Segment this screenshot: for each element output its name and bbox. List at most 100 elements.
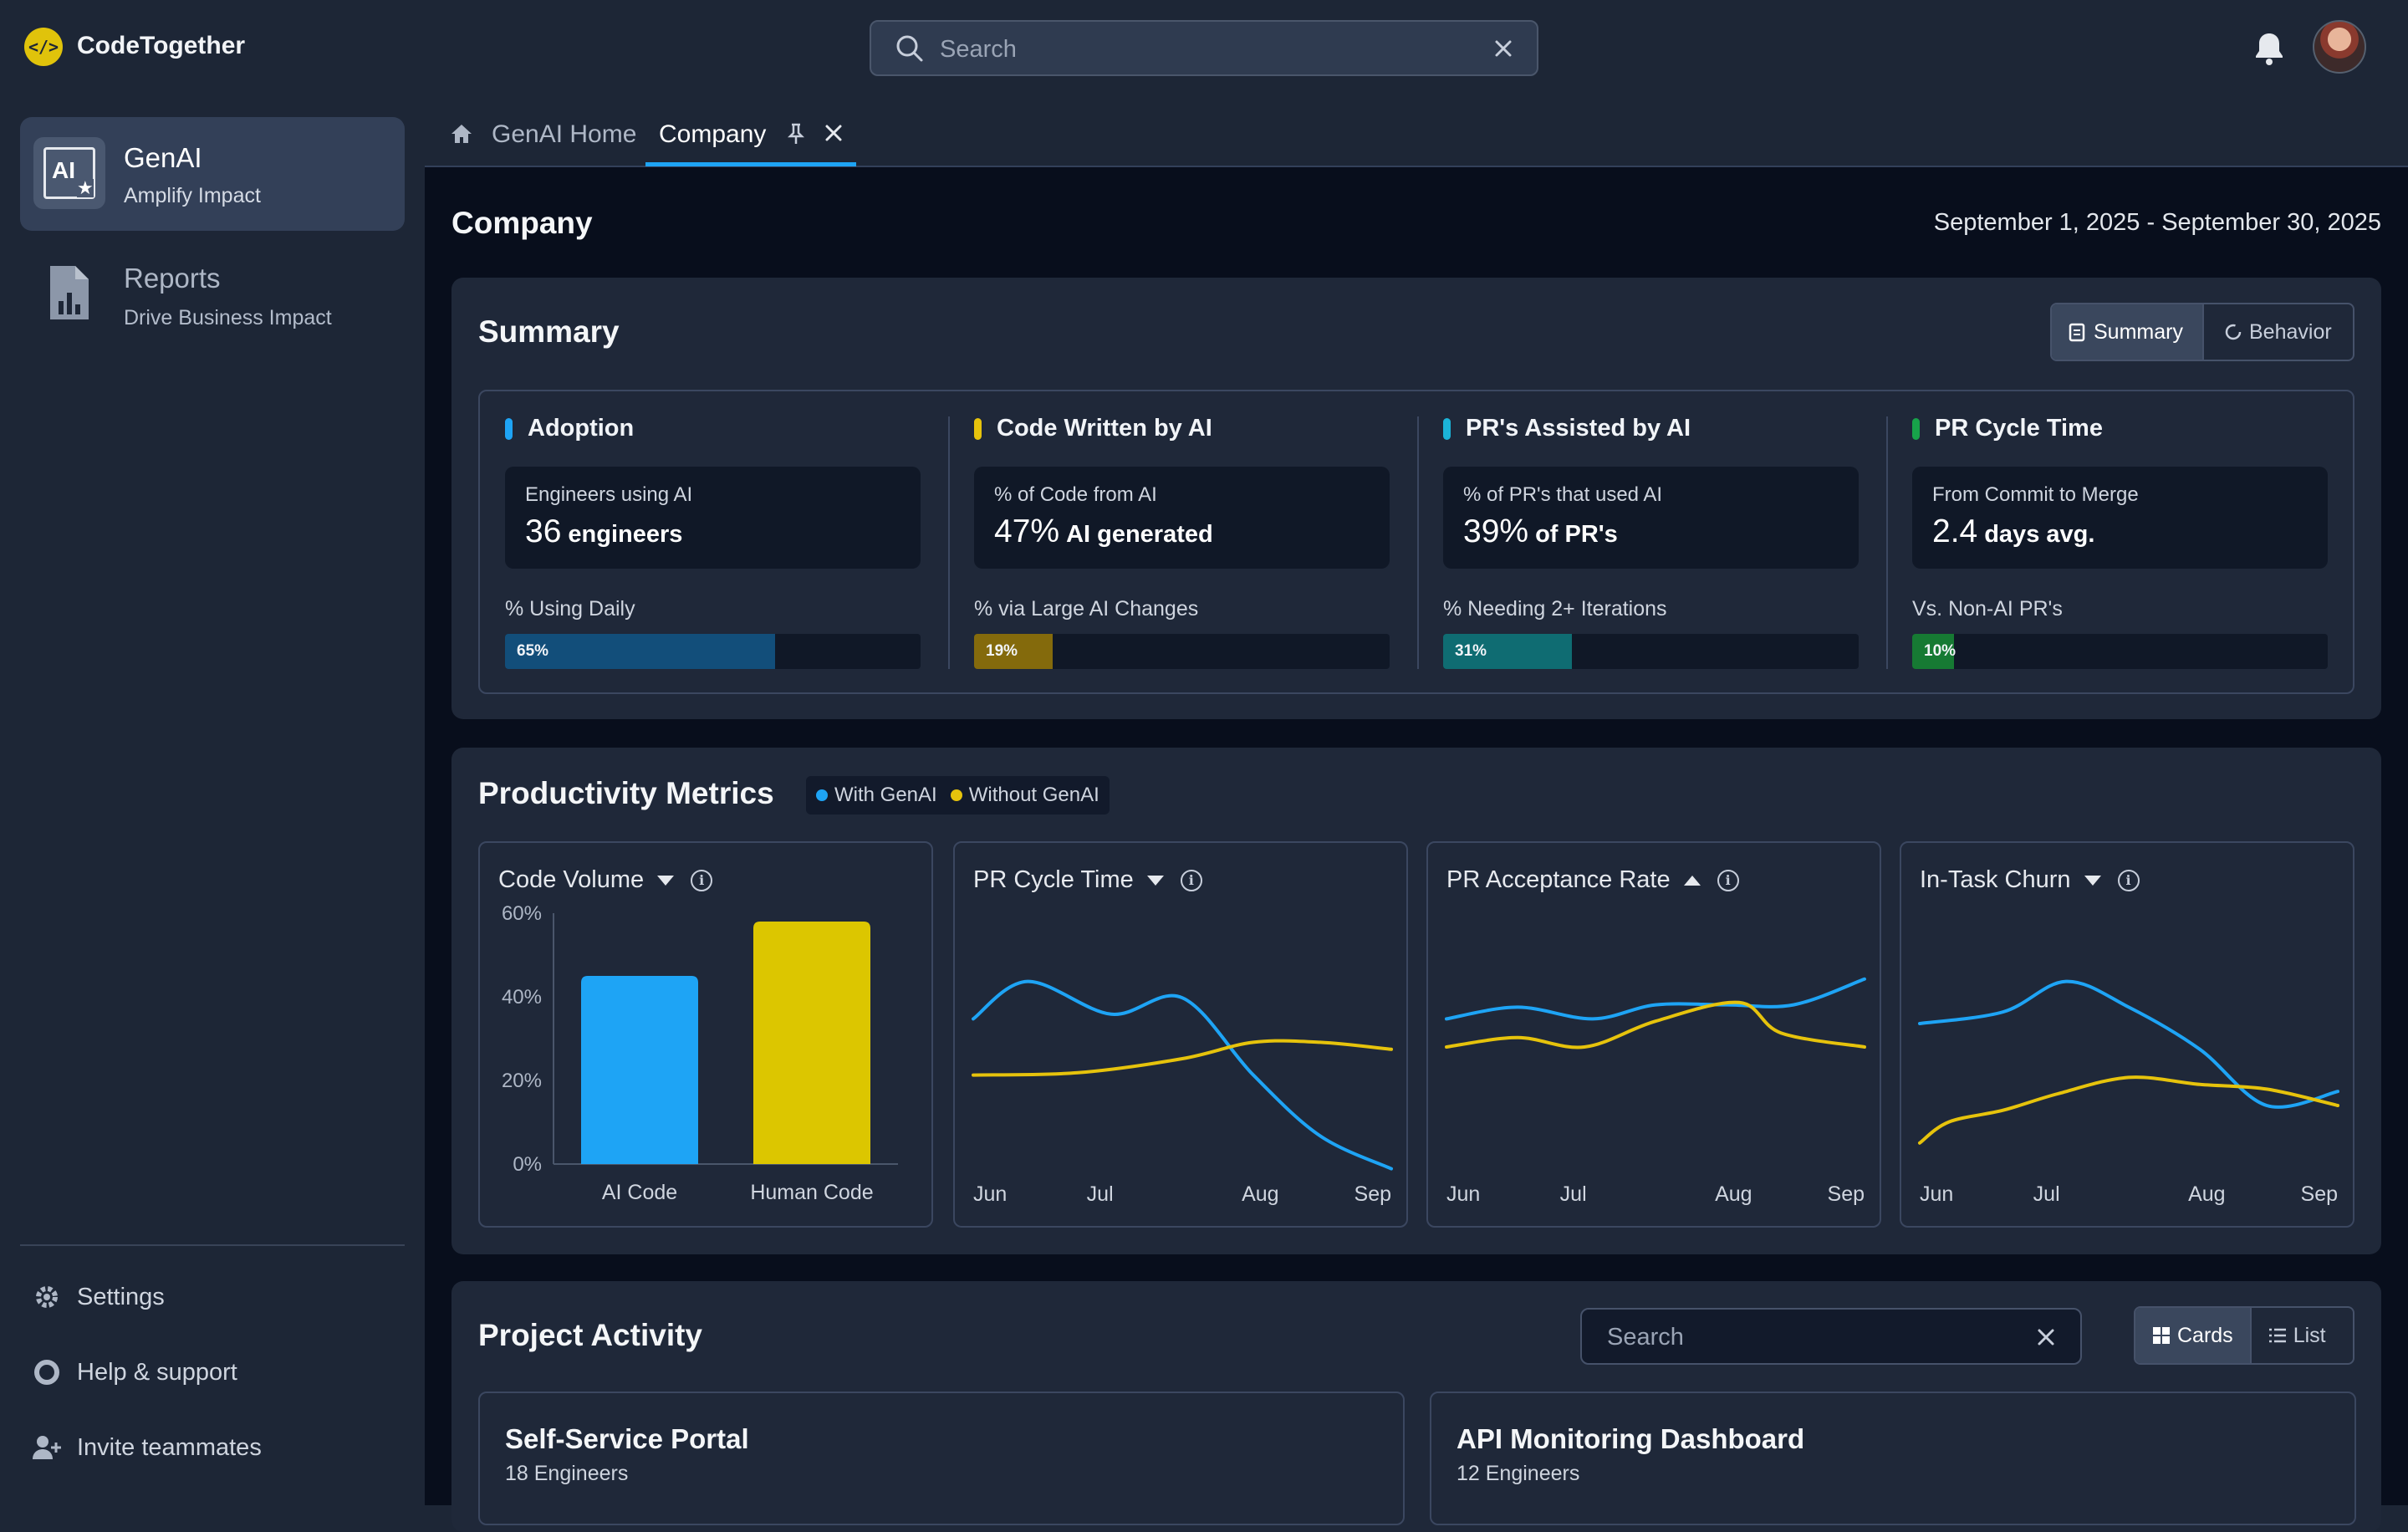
app-logo-icon: </>	[24, 28, 63, 66]
list-view-button[interactable]: List	[2252, 1308, 2343, 1363]
kpi-sub-label: % via Large AI Changes	[974, 597, 1199, 620]
kpi-progress-fill	[1912, 634, 1954, 669]
kpi-value-number: 36	[525, 513, 562, 549]
kpi-value-number: 47%	[994, 513, 1060, 549]
kpi-progress-label: 10%	[1924, 642, 1956, 660]
kpi-progress-bar: 10%	[1912, 634, 2328, 669]
series-line	[1918, 1075, 2339, 1145]
sidebar-item-help[interactable]: Help & support	[30, 1356, 237, 1389]
kpi-column: Code Written by AI % of Code from AI 47% AI…	[949, 391, 1418, 692]
kpi-title-text: PR Cycle Time	[1935, 415, 2103, 442]
chart-card: Jun Jul Aug Sep PR Cycle Time i	[953, 841, 1408, 1228]
kpi-value-number: 39%	[1463, 513, 1529, 549]
close-tab-icon[interactable]	[824, 124, 843, 142]
clear-search-icon[interactable]	[2037, 1328, 2055, 1346]
cards-view-button[interactable]: Cards	[2135, 1308, 2252, 1363]
x-tick-label: Jul	[1560, 1182, 1587, 1206]
kpi-color-marker	[974, 417, 982, 440]
chart-svg: Jun Jul Aug Sep	[1918, 979, 2339, 1206]
kpi-progress-fill	[974, 634, 1054, 669]
kpi-column: Adoption Engineers using AI 36 engineers % U…	[480, 391, 949, 692]
triangle-down-icon[interactable]	[2084, 875, 2101, 886]
info-icon[interactable]: i	[1717, 869, 1739, 891]
x-tick-label: Jun	[1920, 1182, 1953, 1206]
app-title: CodeTogether	[77, 32, 246, 59]
kpi-value-unit: of PR's	[1535, 521, 1618, 548]
search-placeholder: Search	[940, 36, 1017, 63]
user-avatar[interactable]	[2313, 20, 2366, 74]
list-icon	[2268, 1328, 2286, 1343]
kpi-card: Engineers using AI 36 engineers	[505, 467, 921, 569]
chart-title-text: PR Cycle Time	[973, 866, 1134, 893]
date-range[interactable]: September 1, 2025 - September 30, 2025	[1933, 209, 2381, 236]
x-tick-label: Sep	[1354, 1182, 1391, 1206]
kpi-container: Adoption Engineers using AI 36 engineers % U…	[478, 390, 2354, 694]
kpi-progress-label: 19%	[986, 642, 1018, 660]
clear-search-icon[interactable]	[1493, 38, 1513, 59]
y-tick-label: 40%	[502, 986, 542, 1009]
kpi-sub-label: Vs. Non-AI PR's	[1912, 597, 2063, 620]
kpi-value: 36 engineers	[525, 513, 682, 550]
kpi-progress-bar: 31%	[1443, 634, 1859, 669]
project-card[interactable]: Self-Service Portal 18 Engineers	[478, 1392, 1405, 1525]
kpi-progress-label: 65%	[517, 642, 549, 660]
project-view-toggle: Cards List	[2134, 1306, 2354, 1365]
top-bar: </> CodeTogether Search	[0, 0, 2408, 97]
kpi-card-label: Engineers using AI	[525, 483, 693, 506]
kpi-card-label: % of Code from AI	[994, 483, 1157, 506]
home-icon[interactable]	[450, 122, 473, 146]
series-line	[1445, 977, 1866, 1021]
project-name: API Monitoring Dashboard	[1457, 1423, 1805, 1454]
kpi-value-number: 2.4	[1932, 513, 1978, 549]
tab-genai-home[interactable]: GenAI Home	[492, 120, 637, 148]
info-icon[interactable]: i	[691, 869, 713, 891]
chart-svg: 0% 20% 40% 60% AI Code Human Code	[502, 902, 898, 1204]
triangle-down-icon[interactable]	[657, 875, 675, 886]
notifications-bell-icon[interactable]	[2252, 30, 2286, 67]
genai-icon: AI ★	[33, 137, 105, 209]
kpi-color-marker	[505, 417, 513, 440]
x-tick-label: Jul	[2033, 1182, 2060, 1206]
chart-title: PR Acceptance Rate i	[1446, 866, 1739, 894]
info-icon[interactable]: i	[1180, 869, 1202, 891]
add-user-icon	[30, 1434, 64, 1461]
triangle-down-icon[interactable]	[1146, 875, 1164, 886]
bar[interactable]	[581, 976, 698, 1164]
sidebar-item-label: Reports	[124, 263, 221, 294]
tab-company[interactable]: Company	[659, 120, 767, 148]
tab-bar: GenAI Home Company	[425, 97, 2408, 167]
sidebar-divider	[20, 1244, 405, 1246]
kpi-divider	[948, 416, 950, 669]
bar[interactable]	[753, 922, 870, 1164]
sidebar-item-invite[interactable]: Invite teammates	[30, 1431, 262, 1464]
sidebar-item-reports[interactable]: Reports Drive Business Impact	[20, 243, 405, 351]
kpi-value: 39% of PR's	[1463, 513, 1618, 550]
chart-title-text: PR Acceptance Rate	[1446, 866, 1671, 893]
kpi-value-unit: days avg.	[1984, 521, 2095, 548]
x-tick-label: Aug	[1242, 1182, 1278, 1206]
info-icon[interactable]: i	[2117, 869, 2140, 891]
chart-title: In-Task Churn i	[1920, 866, 2140, 894]
behavior-toggle-button[interactable]: Behavior	[2204, 304, 2352, 360]
sidebar-item-genai[interactable]: AI ★ GenAI Amplify Impact	[20, 117, 405, 231]
sidebar-item-label: Settings	[77, 1283, 165, 1310]
triangle-up-icon[interactable]	[1683, 875, 1701, 886]
kpi-value: 2.4 days avg.	[1932, 513, 2094, 550]
series-line	[1918, 979, 2339, 1109]
kpi-color-marker	[1443, 417, 1451, 440]
active-tab-indicator	[645, 162, 856, 166]
search-icon	[896, 35, 923, 62]
pin-icon[interactable]	[788, 122, 804, 146]
summary-toggle-button[interactable]: Summary	[2052, 304, 2204, 360]
global-search-input[interactable]: Search	[870, 20, 1538, 76]
project-card[interactable]: API Monitoring Dashboard 12 Engineers	[1430, 1392, 2356, 1525]
x-tick-label: Aug	[1715, 1182, 1752, 1206]
sidebar-item-settings[interactable]: Settings	[30, 1280, 165, 1314]
chart-legend: With GenAI Without GenAI	[806, 776, 1110, 815]
kpi-color-marker	[1912, 417, 1920, 440]
legend-label: With GenAI	[834, 784, 937, 806]
chart-card: Jun Jul Aug Sep In-Task Churn i	[1900, 841, 2354, 1228]
project-search-input[interactable]: Search	[1580, 1308, 2082, 1365]
search-placeholder: Search	[1607, 1324, 1684, 1351]
kpi-progress-bar: 65%	[505, 634, 921, 669]
